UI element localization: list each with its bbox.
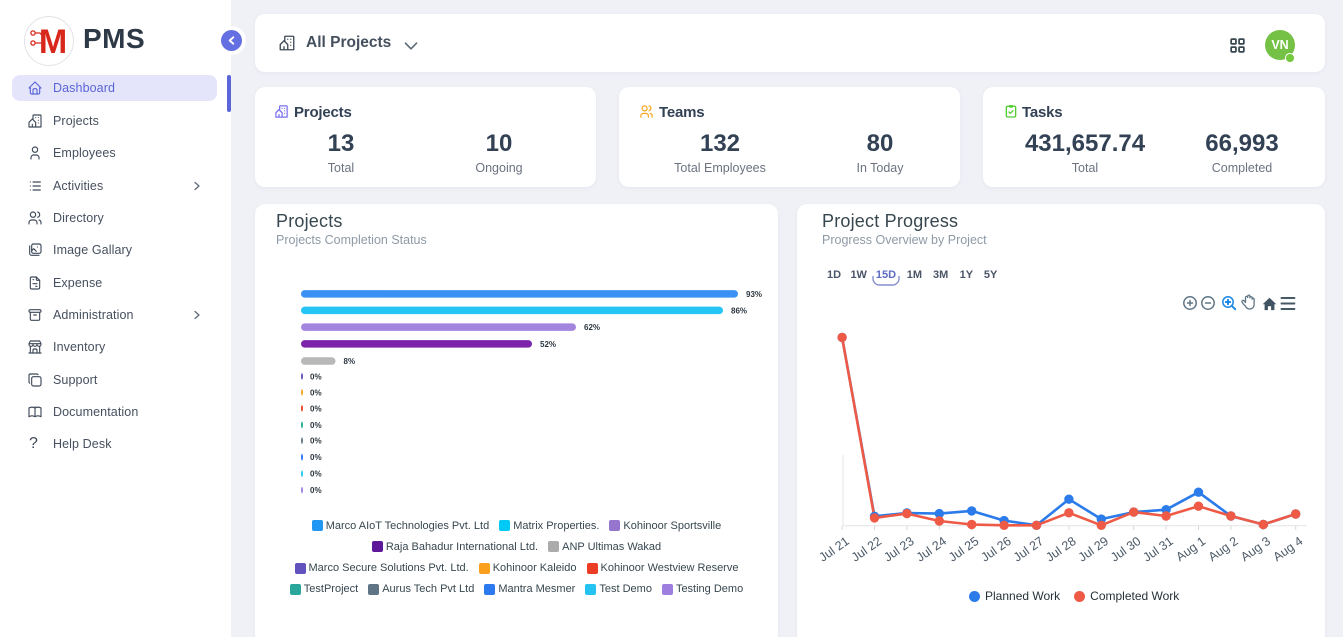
svg-text:Aug 4: Aug 4 <box>1271 534 1306 564</box>
svg-text:Jul 31: Jul 31 <box>1140 534 1175 565</box>
svg-text:Aug 1: Aug 1 <box>1173 534 1208 564</box>
svg-text:52%: 52% <box>540 340 556 349</box>
svg-text:Jul 21: Jul 21 <box>816 534 851 565</box>
svg-text:0%: 0% <box>310 388 322 397</box>
svg-text:Aug 2: Aug 2 <box>1206 534 1241 564</box>
svg-text:Aug 3: Aug 3 <box>1238 534 1273 564</box>
svg-text:0%: 0% <box>310 437 322 446</box>
svg-text:Jul 23: Jul 23 <box>881 534 916 565</box>
svg-text:Jul 29: Jul 29 <box>1076 534 1111 565</box>
svg-text:Jul 24: Jul 24 <box>914 534 949 565</box>
svg-text:0%: 0% <box>310 372 322 381</box>
svg-text:0%: 0% <box>310 486 322 495</box>
svg-text:86%: 86% <box>731 306 747 315</box>
svg-text:M: M <box>39 23 67 61</box>
svg-text:Jul 22: Jul 22 <box>849 534 884 565</box>
svg-text:Jul 28: Jul 28 <box>1043 534 1078 565</box>
svg-text:93%: 93% <box>746 290 762 299</box>
svg-text:0%: 0% <box>310 404 322 413</box>
svg-text:62%: 62% <box>584 323 600 332</box>
svg-text:0%: 0% <box>310 421 322 430</box>
svg-text:8%: 8% <box>344 357 356 366</box>
svg-text:Jul 27: Jul 27 <box>1011 534 1046 565</box>
svg-text:Jul 30: Jul 30 <box>1108 534 1143 565</box>
svg-text:0%: 0% <box>310 470 322 479</box>
svg-text:Jul 26: Jul 26 <box>978 534 1013 565</box>
svg-text:Jul 25: Jul 25 <box>946 534 981 565</box>
svg-text:0%: 0% <box>310 453 322 462</box>
